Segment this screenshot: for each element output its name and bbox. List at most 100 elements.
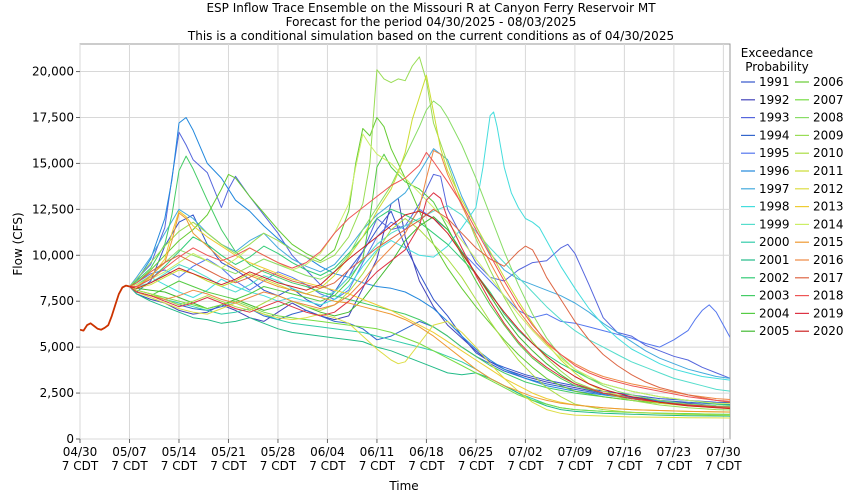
trace-line-2013 xyxy=(129,210,730,413)
legend-label-2007: 2007 xyxy=(813,93,844,107)
y-tick-label: 5,000 xyxy=(40,340,74,354)
chart-note: This is a conditional simulation based o… xyxy=(187,29,675,43)
trace-line-2020 xyxy=(129,210,730,410)
trace-line-2003 xyxy=(129,155,730,408)
trace-line-2018 xyxy=(129,151,730,402)
trace-line-1993 xyxy=(129,131,730,379)
legend-label-2005: 2005 xyxy=(759,324,790,338)
x-tick-label-time: 7 CDT xyxy=(557,459,594,473)
x-tick-label-date: 05/14 xyxy=(162,445,197,459)
x-tick-label-date: 05/28 xyxy=(261,445,296,459)
x-tick-label-time: 7 CDT xyxy=(458,459,495,473)
x-tick-label-date: 06/18 xyxy=(409,445,444,459)
trace-line-2009 xyxy=(129,56,730,411)
x-tick-label-date: 07/02 xyxy=(508,445,543,459)
x-tick-label-time: 7 CDT xyxy=(359,459,396,473)
legend-label-2002: 2002 xyxy=(759,271,790,285)
y-tick-label: 0 xyxy=(66,432,74,446)
x-tick-label-date: 06/25 xyxy=(459,445,494,459)
legend-label-2004: 2004 xyxy=(759,306,790,320)
trace-line-2010 xyxy=(129,218,730,416)
trace-line-2015 xyxy=(129,212,730,413)
legend-label-2019: 2019 xyxy=(813,306,844,320)
y-axis: 0 2,500 5,000 7,500 10,000 12,500 15,000 17,500… xyxy=(32,65,80,446)
x-tick-label-time: 7 CDT xyxy=(260,459,297,473)
y-tick-label: 2,500 xyxy=(40,386,74,400)
y-tick-label: 12,500 xyxy=(32,202,74,216)
legend-label-2001: 2001 xyxy=(759,253,790,267)
legend-label-1992: 1992 xyxy=(759,93,790,107)
legend: Exceedance Probability 1991 1992 1993 1994 1… xyxy=(741,46,844,338)
legend-label-1991: 1991 xyxy=(759,75,790,89)
trace-line-2007 xyxy=(129,286,730,415)
x-tick-label-time: 7 CDT xyxy=(210,459,247,473)
observed-flow-line xyxy=(80,284,130,332)
trace-line-1997 xyxy=(129,148,730,379)
legend-label-2010: 2010 xyxy=(813,146,844,160)
x-tick-label-date: 07/23 xyxy=(657,445,692,459)
legend-label-2003: 2003 xyxy=(759,289,790,303)
legend-label-2020: 2020 xyxy=(813,324,844,338)
x-tick-label-time: 7 CDT xyxy=(309,459,346,473)
x-tick-label-time: 7 CDT xyxy=(656,459,693,473)
trace-line-2019 xyxy=(129,192,730,408)
legend-label-2017: 2017 xyxy=(813,271,844,285)
legend-label-2009: 2009 xyxy=(813,128,844,142)
x-tick-label-date: 07/09 xyxy=(558,445,593,459)
legend-label-2000: 2000 xyxy=(759,235,790,249)
legend-label-1994: 1994 xyxy=(759,128,790,142)
legend-title-line2: Probability xyxy=(745,60,808,74)
legend-label-1997: 1997 xyxy=(759,182,790,196)
legend-label-2015: 2015 xyxy=(813,235,844,249)
legend-label-1999: 1999 xyxy=(759,217,790,231)
x-tick-label-date: 04/30 xyxy=(63,445,98,459)
x-tick-label-date: 06/04 xyxy=(310,445,345,459)
x-tick-label-date: 06/11 xyxy=(360,445,395,459)
legend-label-2013: 2013 xyxy=(813,200,844,214)
x-tick-label-time: 7 CDT xyxy=(507,459,544,473)
legend-label-1996: 1996 xyxy=(759,164,790,178)
chart-title: ESP Inflow Trace Ensemble on the Missour… xyxy=(206,1,656,15)
legend-label-1993: 1993 xyxy=(759,111,790,125)
y-tick-label: 10,000 xyxy=(32,248,74,262)
x-tick-label-date: 07/16 xyxy=(607,445,642,459)
legend-label-2008: 2008 xyxy=(813,111,844,125)
trace-line-2011 xyxy=(129,74,730,409)
x-tick-label-date: 05/07 xyxy=(112,445,147,459)
chart-title-block: ESP Inflow Trace Ensemble on the Missour… xyxy=(0,1,850,43)
trace-line-2001 xyxy=(129,286,730,417)
legend-label-2012: 2012 xyxy=(813,182,844,196)
legend-label-2011: 2011 xyxy=(813,164,844,178)
trace-line-1996 xyxy=(129,117,730,407)
trace-line-2004 xyxy=(129,153,730,408)
x-tick-label-date: 07/30 xyxy=(706,445,741,459)
trace-line-2012 xyxy=(129,286,730,419)
x-tick-label-time: 7 CDT xyxy=(161,459,198,473)
x-tick-label-time: 7 CDT xyxy=(705,459,742,473)
trace-series xyxy=(80,56,730,419)
trace-line-1998 xyxy=(129,111,730,381)
legend-title-line1: Exceedance xyxy=(741,46,813,60)
trace-line-2014 xyxy=(129,133,730,405)
x-tick-label-time: 7 CDT xyxy=(111,459,148,473)
x-tick-label-date: 05/21 xyxy=(211,445,246,459)
x-tick-label-time: 7 CDT xyxy=(606,459,643,473)
trace-line-2006 xyxy=(129,117,730,408)
y-tick-label: 15,000 xyxy=(32,156,74,170)
legend-label-2014: 2014 xyxy=(813,217,844,231)
legend-label-2018: 2018 xyxy=(813,289,844,303)
trace-line-1999 xyxy=(129,205,730,392)
y-tick-label: 7,500 xyxy=(40,294,74,308)
chart-subtitle: Forecast for the period 04/30/2025 - 08/… xyxy=(285,15,577,29)
legend-label-1995: 1995 xyxy=(759,146,790,160)
y-axis-title: Flow (CFS) xyxy=(11,212,25,275)
y-tick-label: 17,500 xyxy=(32,110,74,124)
legend-label-1998: 1998 xyxy=(759,200,790,214)
legend-label-2016: 2016 xyxy=(813,253,844,267)
x-tick-label-time: 7 CDT xyxy=(408,459,445,473)
x-tick-label-time: 7 CDT xyxy=(62,459,99,473)
legend-label-2006: 2006 xyxy=(813,75,844,89)
x-axis-title: Time xyxy=(388,479,418,493)
